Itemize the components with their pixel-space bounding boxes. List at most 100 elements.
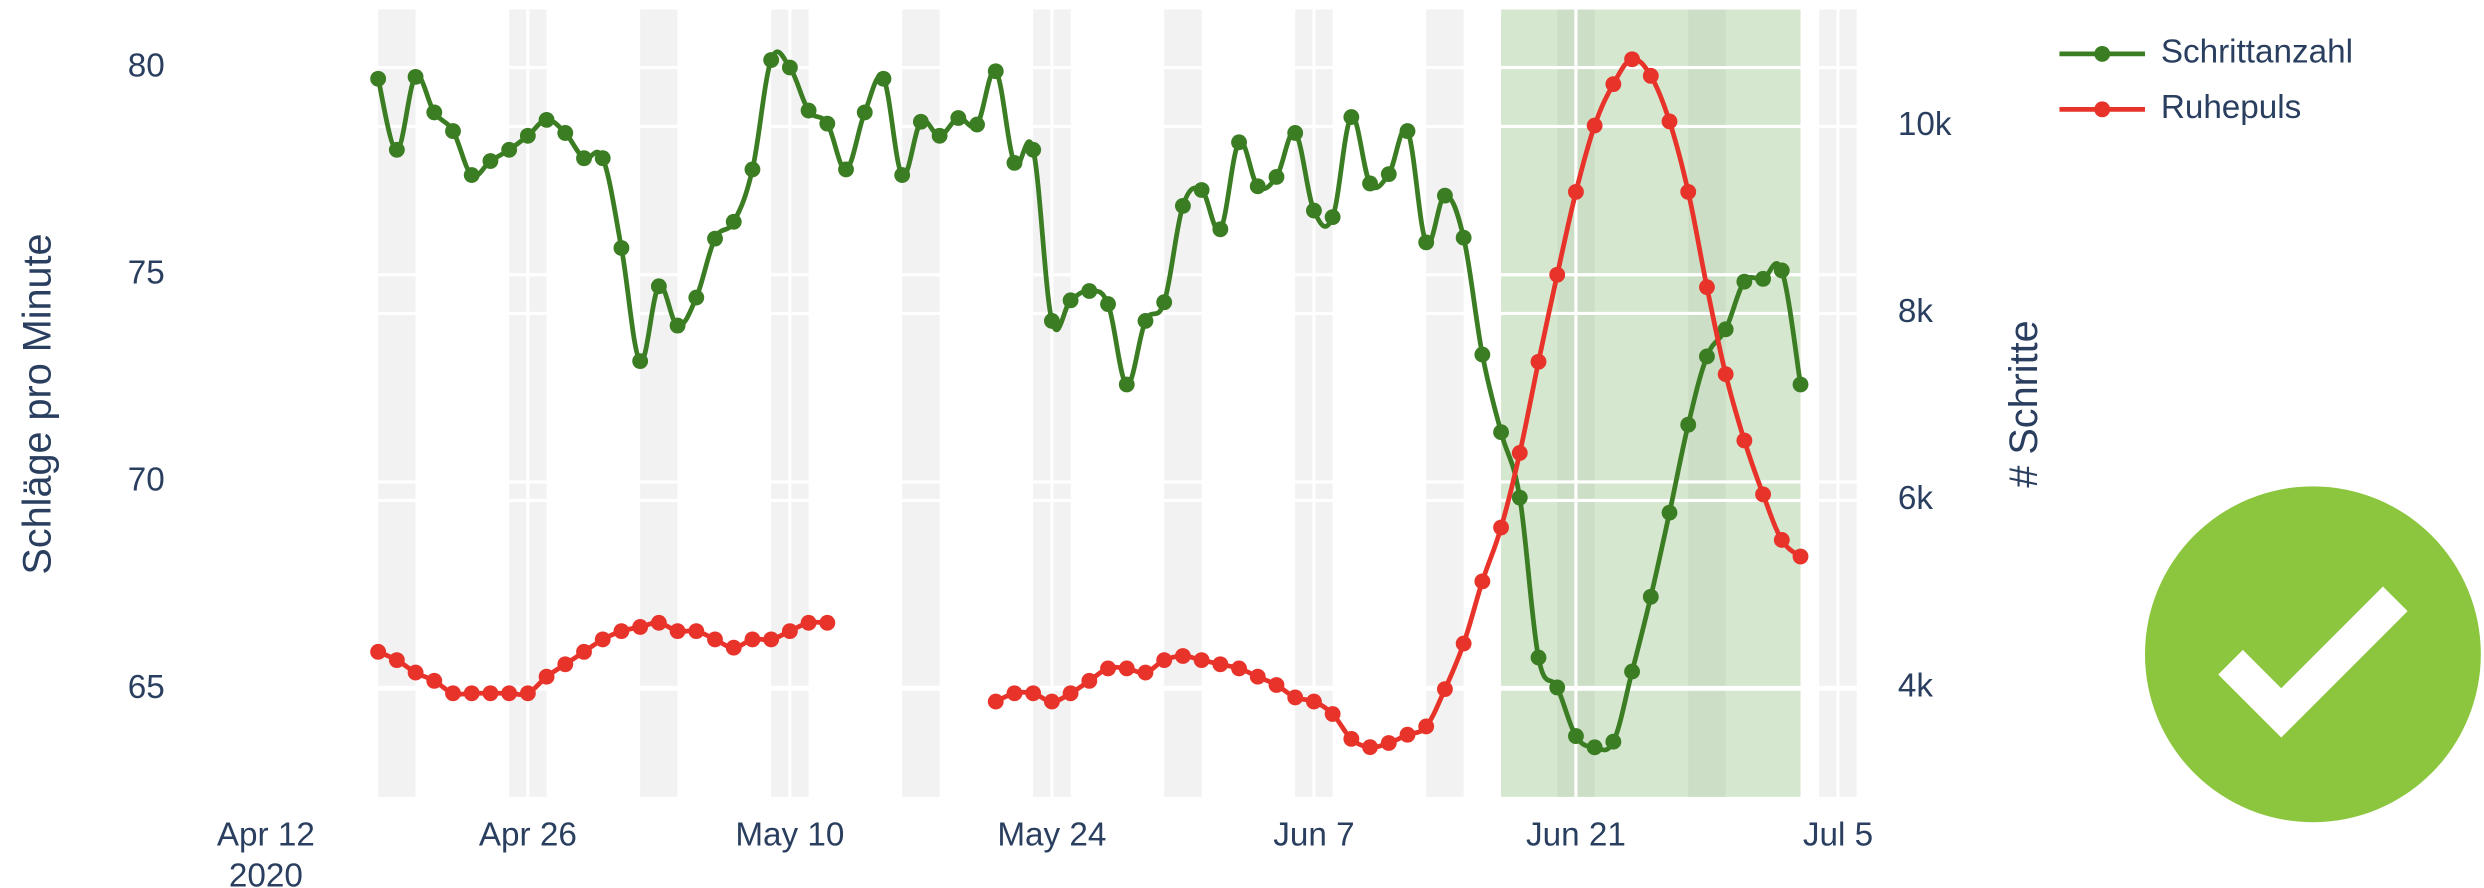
series-marker xyxy=(613,623,630,640)
series-marker xyxy=(763,52,780,68)
series-marker xyxy=(1212,221,1229,238)
y2-tick-label: 10k xyxy=(1898,106,1952,143)
y-tick-label: 80 xyxy=(128,47,165,84)
series-marker xyxy=(1605,733,1622,750)
series-marker xyxy=(781,623,798,640)
series-marker xyxy=(1343,109,1360,125)
series-marker xyxy=(1474,573,1491,590)
y2-tick-label: 6k xyxy=(1898,480,1933,517)
series-marker xyxy=(1006,154,1023,171)
series-marker xyxy=(594,631,611,648)
series-marker xyxy=(1418,234,1435,251)
series-marker xyxy=(1717,366,1734,383)
series-marker xyxy=(613,240,630,256)
series-marker xyxy=(744,161,761,178)
series-marker xyxy=(1380,735,1397,751)
series-marker xyxy=(1193,652,1210,669)
weekend-band xyxy=(640,9,678,797)
series-marker xyxy=(1324,209,1341,226)
series-marker xyxy=(1699,279,1715,296)
series-marker xyxy=(519,127,536,144)
series-marker xyxy=(1549,679,1566,696)
series-marker xyxy=(1736,432,1753,449)
series-marker xyxy=(688,623,705,640)
series-marker xyxy=(1231,660,1247,677)
series-marker xyxy=(1699,348,1715,365)
series-marker xyxy=(482,685,499,702)
series-marker xyxy=(725,639,742,656)
series-marker xyxy=(1586,739,1603,756)
series-marker xyxy=(819,614,836,631)
series-marker xyxy=(632,353,649,370)
series-marker xyxy=(594,150,611,167)
series-marker xyxy=(519,685,536,702)
series-marker xyxy=(875,70,892,87)
series-marker xyxy=(1418,718,1435,735)
series-marker xyxy=(1324,706,1341,722)
series-marker xyxy=(1062,292,1079,309)
series-marker xyxy=(1249,668,1266,685)
series-marker xyxy=(1343,730,1360,747)
series-marker xyxy=(1605,76,1622,93)
series-marker xyxy=(1081,672,1098,689)
series-marker xyxy=(1755,270,1772,287)
series-marker xyxy=(688,289,705,306)
series-marker xyxy=(1362,175,1378,192)
series xyxy=(370,49,1809,756)
series-marker xyxy=(1530,353,1547,370)
series-marker xyxy=(632,619,649,635)
series-marker xyxy=(1399,726,1416,743)
series-marker xyxy=(1268,168,1285,185)
series-marker xyxy=(987,693,1004,710)
series-marker xyxy=(1530,649,1547,666)
series-marker xyxy=(1287,125,1304,141)
series-marker xyxy=(912,113,929,130)
series-marker xyxy=(1493,424,1509,441)
legend-marker xyxy=(2094,101,2111,118)
series-marker xyxy=(931,127,948,144)
series-marker xyxy=(1773,262,1790,279)
series-marker xyxy=(1249,178,1266,195)
series-marker xyxy=(1511,489,1528,506)
series-marker xyxy=(669,317,686,334)
series-marker xyxy=(1642,588,1659,605)
series-marker xyxy=(557,125,574,141)
series-marker xyxy=(1437,187,1453,204)
x-tick-label: Apr 12 xyxy=(217,816,315,853)
series-marker xyxy=(388,141,405,158)
series-marker xyxy=(650,614,667,631)
series-marker xyxy=(1642,67,1659,84)
series-marker xyxy=(838,161,854,178)
series-marker xyxy=(707,631,723,648)
series-marker xyxy=(501,141,518,158)
series-marker xyxy=(1268,677,1285,693)
series-marker xyxy=(894,167,911,183)
series-marker xyxy=(1755,486,1772,503)
series-marker xyxy=(1043,693,1060,710)
series-marker xyxy=(463,167,480,183)
series-marker xyxy=(482,153,499,169)
series-marker xyxy=(1624,663,1640,680)
series-marker xyxy=(1736,273,1753,290)
series-marker xyxy=(1792,376,1809,393)
series-marker xyxy=(1287,689,1304,706)
legend-label: Schrittanzahl xyxy=(2161,34,2353,71)
series-marker xyxy=(1661,113,1678,130)
legend-label: Ruhepuls xyxy=(2161,89,2302,126)
series-marker xyxy=(576,643,592,660)
y2-tick-label: 4k xyxy=(1898,667,1933,704)
series-marker xyxy=(1231,134,1247,151)
series-marker xyxy=(707,230,723,247)
series-marker xyxy=(1568,183,1584,200)
series-marker xyxy=(650,278,667,295)
series-marker xyxy=(370,70,387,87)
series-marker xyxy=(1399,123,1416,140)
y-axis-title: Schläge pro Minute xyxy=(16,233,60,574)
series-marker xyxy=(1773,532,1790,548)
series-marker xyxy=(1661,504,1678,521)
series-marker xyxy=(407,68,424,85)
legend-marker xyxy=(2094,45,2111,62)
series-marker xyxy=(1118,660,1135,677)
series-marker xyxy=(1568,728,1584,745)
